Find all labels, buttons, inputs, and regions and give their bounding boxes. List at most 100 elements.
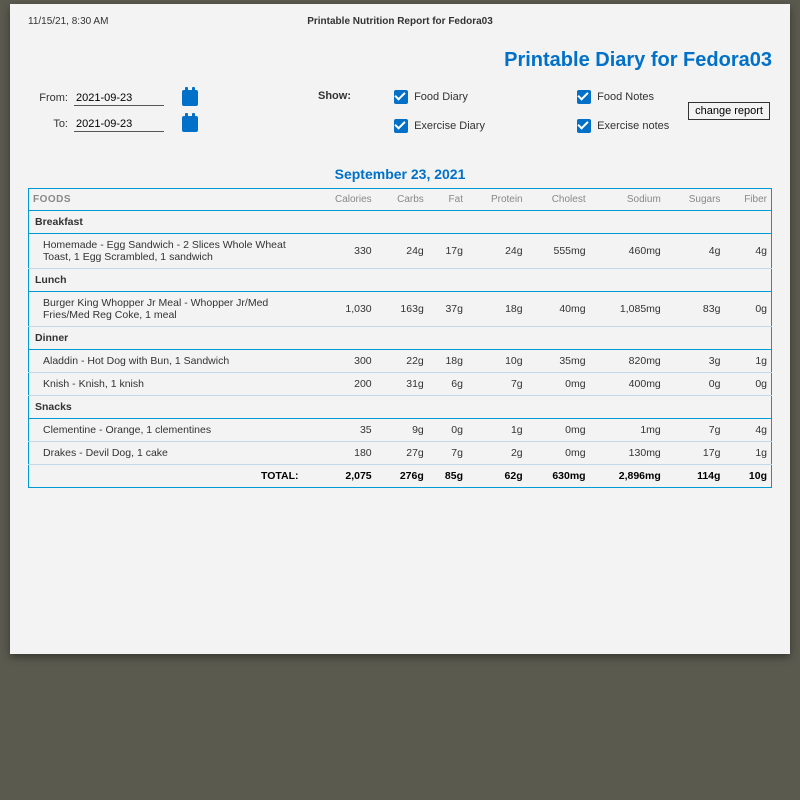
nutrition-value: 300 xyxy=(309,350,376,373)
nutrition-value: 1mg xyxy=(590,419,665,442)
food-row: Aladdin - Hot Dog with Bun, 1 Sandwich30… xyxy=(29,350,772,373)
meal-section-header: Dinner xyxy=(29,327,772,350)
food-row: Knish - Knish, 1 knish20031g6g7g0mg400mg… xyxy=(29,373,772,396)
checkmark-icon xyxy=(394,90,408,104)
food-name: Clementine - Orange, 1 clementines xyxy=(29,419,309,442)
food-row: Homemade - Egg Sandwich - 2 Slices Whole… xyxy=(29,234,772,269)
nutrition-value: 400mg xyxy=(590,373,665,396)
print-header: 11/15/21, 8:30 AM Printable Nutrition Re… xyxy=(28,16,772,27)
from-date-input[interactable] xyxy=(74,91,164,106)
nutrition-value: 2g xyxy=(467,442,527,465)
nutrition-value: 31g xyxy=(376,373,428,396)
total-value: 2,896mg xyxy=(590,465,665,488)
nutrition-value: 1g xyxy=(724,442,771,465)
nutrition-value: 820mg xyxy=(590,350,665,373)
nutrition-value: 4g xyxy=(665,234,725,269)
total-value: 62g xyxy=(467,465,527,488)
nutrition-value: 27g xyxy=(376,442,428,465)
nutrition-value: 0mg xyxy=(527,442,590,465)
calendar-icon[interactable] xyxy=(182,116,198,132)
nutrition-value: 37g xyxy=(428,292,467,327)
food-row: Clementine - Orange, 1 clementines359g0g… xyxy=(29,419,772,442)
nutrition-value: 4g xyxy=(724,234,771,269)
nutrition-value: 17g xyxy=(665,442,725,465)
checkmark-icon xyxy=(577,119,591,133)
date-range: From: To: xyxy=(28,90,218,142)
print-title: Printable Nutrition Report for Fedora03 xyxy=(307,16,493,27)
nutrition-value: 4g xyxy=(724,419,771,442)
nutrition-value: 7g xyxy=(665,419,725,442)
nutrition-value: 3g xyxy=(665,350,725,373)
checkbox-exercise-notes[interactable]: Exercise notes xyxy=(577,119,697,133)
nutrition-value: 0mg xyxy=(527,373,590,396)
nutrition-value: 9g xyxy=(376,419,428,442)
nutrition-value: 460mg xyxy=(590,234,665,269)
to-label: To: xyxy=(28,118,68,130)
food-name: Burger King Whopper Jr Meal - Whopper Jr… xyxy=(29,292,309,327)
from-label: From: xyxy=(28,92,68,104)
nutrition-value: 330 xyxy=(309,234,376,269)
nutrition-value: 1g xyxy=(724,350,771,373)
nutrition-value: 18g xyxy=(467,292,527,327)
column-header: Sugars xyxy=(665,189,725,211)
nutrition-table: FOODSCaloriesCarbsFatProteinCholestSodiu… xyxy=(28,188,772,488)
nutrition-value: 35mg xyxy=(527,350,590,373)
nutrition-value: 0g xyxy=(428,419,467,442)
column-header: Fat xyxy=(428,189,467,211)
food-name: Drakes - Devil Dog, 1 cake xyxy=(29,442,309,465)
nutrition-value: 180 xyxy=(309,442,376,465)
column-header: Carbs xyxy=(376,189,428,211)
nutrition-value: 1,085mg xyxy=(590,292,665,327)
nutrition-value: 163g xyxy=(376,292,428,327)
food-name: Homemade - Egg Sandwich - 2 Slices Whole… xyxy=(29,234,309,269)
nutrition-value: 7g xyxy=(428,442,467,465)
column-header: Sodium xyxy=(590,189,665,211)
meal-section-header: Breakfast xyxy=(29,211,772,234)
nutrition-value: 17g xyxy=(428,234,467,269)
nutrition-value: 6g xyxy=(428,373,467,396)
column-header: Protein xyxy=(467,189,527,211)
nutrition-value: 0g xyxy=(724,292,771,327)
nutrition-value: 200 xyxy=(309,373,376,396)
nutrition-value: 555mg xyxy=(527,234,590,269)
column-header: Cholest xyxy=(527,189,590,211)
nutrition-value: 18g xyxy=(428,350,467,373)
nutrition-value: 83g xyxy=(665,292,725,327)
food-row: Drakes - Devil Dog, 1 cake18027g7g2g0mg1… xyxy=(29,442,772,465)
nutrition-value: 35 xyxy=(309,419,376,442)
checkmark-icon xyxy=(394,119,408,133)
nutrition-value: 10g xyxy=(467,350,527,373)
nutrition-value: 24g xyxy=(467,234,527,269)
meal-section-header: Snacks xyxy=(29,396,772,419)
total-value: 276g xyxy=(376,465,428,488)
checkmark-icon xyxy=(577,90,591,104)
total-value: 10g xyxy=(724,465,771,488)
nutrition-value: 40mg xyxy=(527,292,590,327)
nutrition-value: 0mg xyxy=(527,419,590,442)
column-header: Calories xyxy=(309,189,376,211)
nutrition-value: 22g xyxy=(376,350,428,373)
page-title: Printable Diary for Fedora03 xyxy=(28,49,772,72)
change-report-button[interactable]: change report xyxy=(688,102,770,120)
meal-section-header: Lunch xyxy=(29,269,772,292)
food-name: Aladdin - Hot Dog with Bun, 1 Sandwich xyxy=(29,350,309,373)
checkbox-food-diary[interactable]: Food Diary xyxy=(394,90,514,104)
nutrition-value: 1,030 xyxy=(309,292,376,327)
total-value: 2,075 xyxy=(309,465,376,488)
controls-row: From: To: Show: Food Diary Food Notes Ex… xyxy=(28,90,772,148)
calendar-icon[interactable] xyxy=(182,90,198,106)
nutrition-value: 0g xyxy=(724,373,771,396)
total-label: TOTAL: xyxy=(29,465,309,488)
checkbox-exercise-diary[interactable]: Exercise Diary xyxy=(394,119,514,133)
food-row: Burger King Whopper Jr Meal - Whopper Jr… xyxy=(29,292,772,327)
total-value: 85g xyxy=(428,465,467,488)
report-page: 11/15/21, 8:30 AM Printable Nutrition Re… xyxy=(10,4,790,654)
nutrition-value: 7g xyxy=(467,373,527,396)
total-value: 630mg xyxy=(527,465,590,488)
nutrition-value: 130mg xyxy=(590,442,665,465)
food-name: Knish - Knish, 1 knish xyxy=(29,373,309,396)
column-header: Fiber xyxy=(724,189,771,211)
show-label: Show: xyxy=(318,90,351,102)
to-date-input[interactable] xyxy=(74,117,164,132)
checkbox-food-notes[interactable]: Food Notes xyxy=(577,90,697,104)
